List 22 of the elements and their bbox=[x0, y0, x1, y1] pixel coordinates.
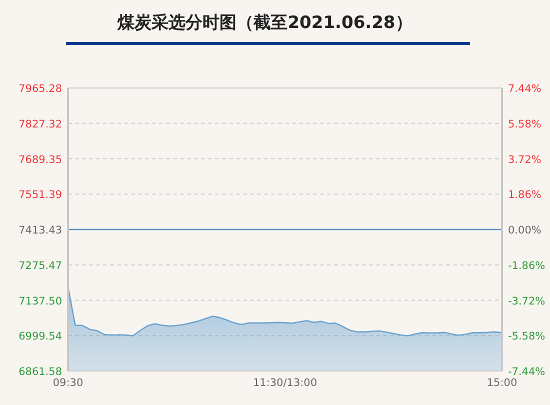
y-tick-label: 7965.28 bbox=[18, 83, 62, 95]
y-tick-label: 7413.43 bbox=[18, 224, 62, 236]
y-tick-label: 6999.54 bbox=[18, 330, 62, 343]
y2-tick-label: 1.86% bbox=[508, 189, 542, 202]
y-tick-label: 7137.50 bbox=[18, 295, 62, 308]
y2-tick-label: -1.86% bbox=[508, 260, 546, 272]
y-tick-label: 7689.35 bbox=[18, 154, 62, 166]
y2-tick-label: -3.72% bbox=[508, 295, 546, 308]
y2-tick-label: -5.58% bbox=[508, 330, 546, 343]
x-tick-label: 15:00 bbox=[486, 377, 518, 389]
chart-title: 煤炭采选分时图（截至2021.06.28） bbox=[116, 13, 412, 33]
x-tick-label: 11:30/13:00 bbox=[252, 377, 318, 389]
x-tick-label: 09:30 bbox=[52, 377, 84, 389]
y2-tick-label: 7.44% bbox=[508, 83, 542, 95]
y-tick-label: 7551.39 bbox=[18, 189, 62, 202]
y2-tick-label: 0.00% bbox=[508, 224, 542, 236]
y-tick-label: 7827.32 bbox=[18, 118, 62, 130]
y2-tick-label: 3.72% bbox=[508, 154, 542, 166]
y2-tick-label: 5.58% bbox=[508, 118, 542, 130]
y2-tick-label: -7.44% bbox=[508, 366, 546, 378]
y-tick-label: 7275.47 bbox=[18, 260, 62, 272]
y-tick-label: 6861.58 bbox=[18, 366, 62, 378]
